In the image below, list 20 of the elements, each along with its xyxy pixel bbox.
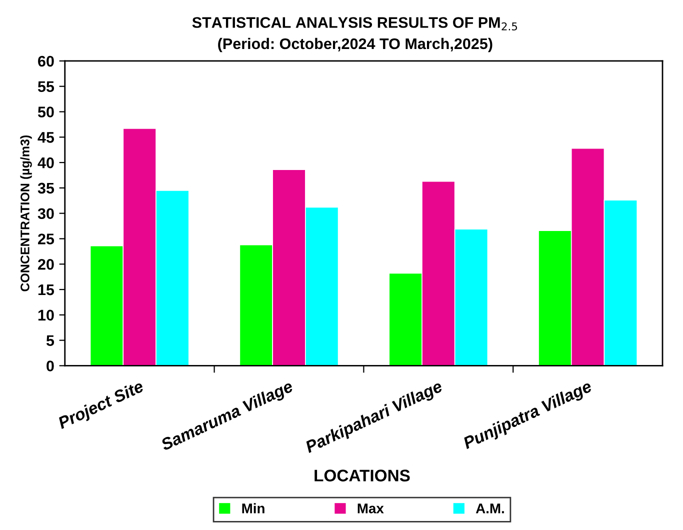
y-tick-label: 10: [38, 310, 54, 321]
legend-label: Max: [358, 504, 384, 514]
y-tick-label: 20: [38, 258, 54, 270]
y-tick-label: 0: [46, 360, 54, 372]
y-tick-label: 50: [38, 106, 54, 118]
y-tick-label: 40: [38, 157, 54, 168]
y-tick-label: 30: [38, 208, 54, 220]
y-tick-label: 60: [38, 56, 54, 67]
y-tick-label: 25: [38, 234, 54, 244]
y-tick-label: 55: [38, 81, 54, 92]
chart-subtitle: (Period: October,2024 TO March,2025): [218, 38, 492, 52]
y-tick-label: 35: [38, 182, 54, 194]
legend-label: A.M.: [476, 504, 504, 514]
x-axis-title: LOCATIONS: [314, 470, 410, 482]
legend-label: Min: [242, 503, 264, 514]
y-axis-title: CONCENTRATION (µg/m3): [20, 135, 32, 292]
y-tick-label: 5: [46, 335, 54, 346]
chart-title: STATISTICAL ANALYSIS RESULTS OF PM$_{2.5}$: [192, 17, 518, 30]
y-tick-label: 15: [38, 284, 54, 296]
y-tick-label: 45: [38, 132, 54, 143]
